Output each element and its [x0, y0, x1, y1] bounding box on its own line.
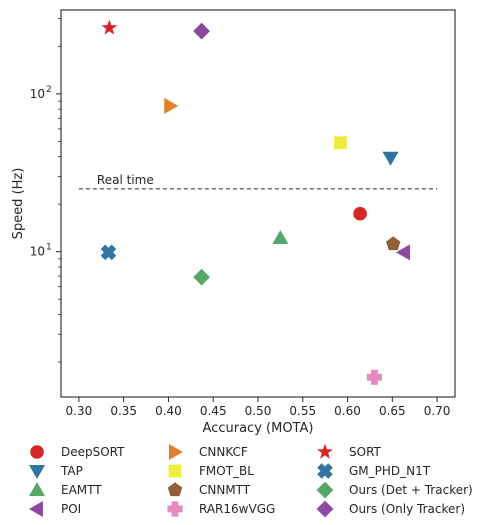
y-tick-label: 10 — [30, 245, 45, 259]
legend-marker-fmot-bl — [168, 464, 182, 478]
legend-marker-gm-phd-n1t-shape — [317, 463, 333, 479]
x-tick-label: 0.50 — [245, 404, 272, 418]
x-tick-label: 0.40 — [155, 404, 182, 418]
point-eamtt — [272, 230, 289, 245]
legend-label-eamtt: EAMTT — [61, 483, 102, 497]
legend-label-tap: TAP — [60, 464, 83, 478]
legend-label-deepsort: DeepSORT — [61, 445, 125, 459]
y-tick-label: 10 — [30, 87, 45, 101]
legend-label-cnnkcf: CNNKCF — [199, 445, 248, 459]
legend-marker-tap — [29, 465, 45, 479]
legend-marker-gm-phd-n1t — [317, 463, 333, 479]
point-ours-det-tracker — [193, 268, 210, 286]
y-tick-exponent: 1 — [46, 243, 52, 253]
point-gm-phd-n1t-shape — [100, 244, 117, 261]
legend-label-rar16wvgg: RAR16wVGG — [199, 502, 275, 516]
x-tick-label: 0.65 — [379, 404, 406, 418]
legend-marker-cnnmtt — [167, 482, 183, 497]
plot-frame — [60, 9, 456, 398]
point-cnnmtt — [385, 236, 401, 251]
x-tick-label: 0.55 — [289, 404, 316, 418]
legend-label-poi: POI — [61, 502, 81, 516]
y-axis-label: Speed (Hz) — [11, 168, 26, 240]
legend-label-gm-phd-n1t: GM_PHD_N1T — [349, 464, 431, 478]
legend-marker-ours-only-tracker — [316, 500, 334, 518]
legend-marker-rar16wvgg — [167, 501, 183, 517]
legend-marker-deepsort — [30, 445, 44, 459]
point-deepsort — [353, 206, 367, 221]
y-tick-exponent: 2 — [46, 85, 52, 95]
point-fmot-bl — [333, 136, 347, 150]
legend-label-ours-det-tracker: Ours (Det + Tracker) — [349, 483, 473, 497]
real-time-label: Real time — [97, 173, 154, 187]
legend-label-fmot-bl: FMOT_BL — [199, 464, 254, 478]
x-tick-label: 0.60 — [334, 404, 361, 418]
legend-marker-eamtt — [29, 482, 45, 496]
point-sort — [101, 19, 118, 35]
legend-marker-poi — [29, 501, 43, 517]
x-tick-label: 0.35 — [110, 404, 137, 418]
point-cnnkcf — [164, 97, 179, 114]
legend-label-sort: SORT — [349, 445, 382, 459]
x-tick-label: 0.45 — [200, 404, 227, 418]
legend-marker-cnnkcf — [169, 444, 183, 460]
legend-marker-ours-det-tracker — [316, 481, 334, 499]
x-tick-label: 0.30 — [66, 404, 93, 418]
point-tap — [382, 151, 399, 166]
x-tick-label: 0.70 — [424, 404, 451, 418]
legend-label-ours-only-tracker: Ours (Only Tracker) — [349, 502, 465, 516]
point-rar16wvgg — [366, 369, 383, 385]
x-axis-label: Accuracy (MOTA) — [203, 421, 314, 436]
point-gm-phd-n1t — [100, 244, 117, 261]
legend-marker-sort — [317, 443, 333, 459]
point-poi — [395, 244, 410, 261]
point-ours-only-tracker — [193, 22, 210, 40]
legend-label-cnnmtt: CNNMTT — [199, 483, 251, 497]
